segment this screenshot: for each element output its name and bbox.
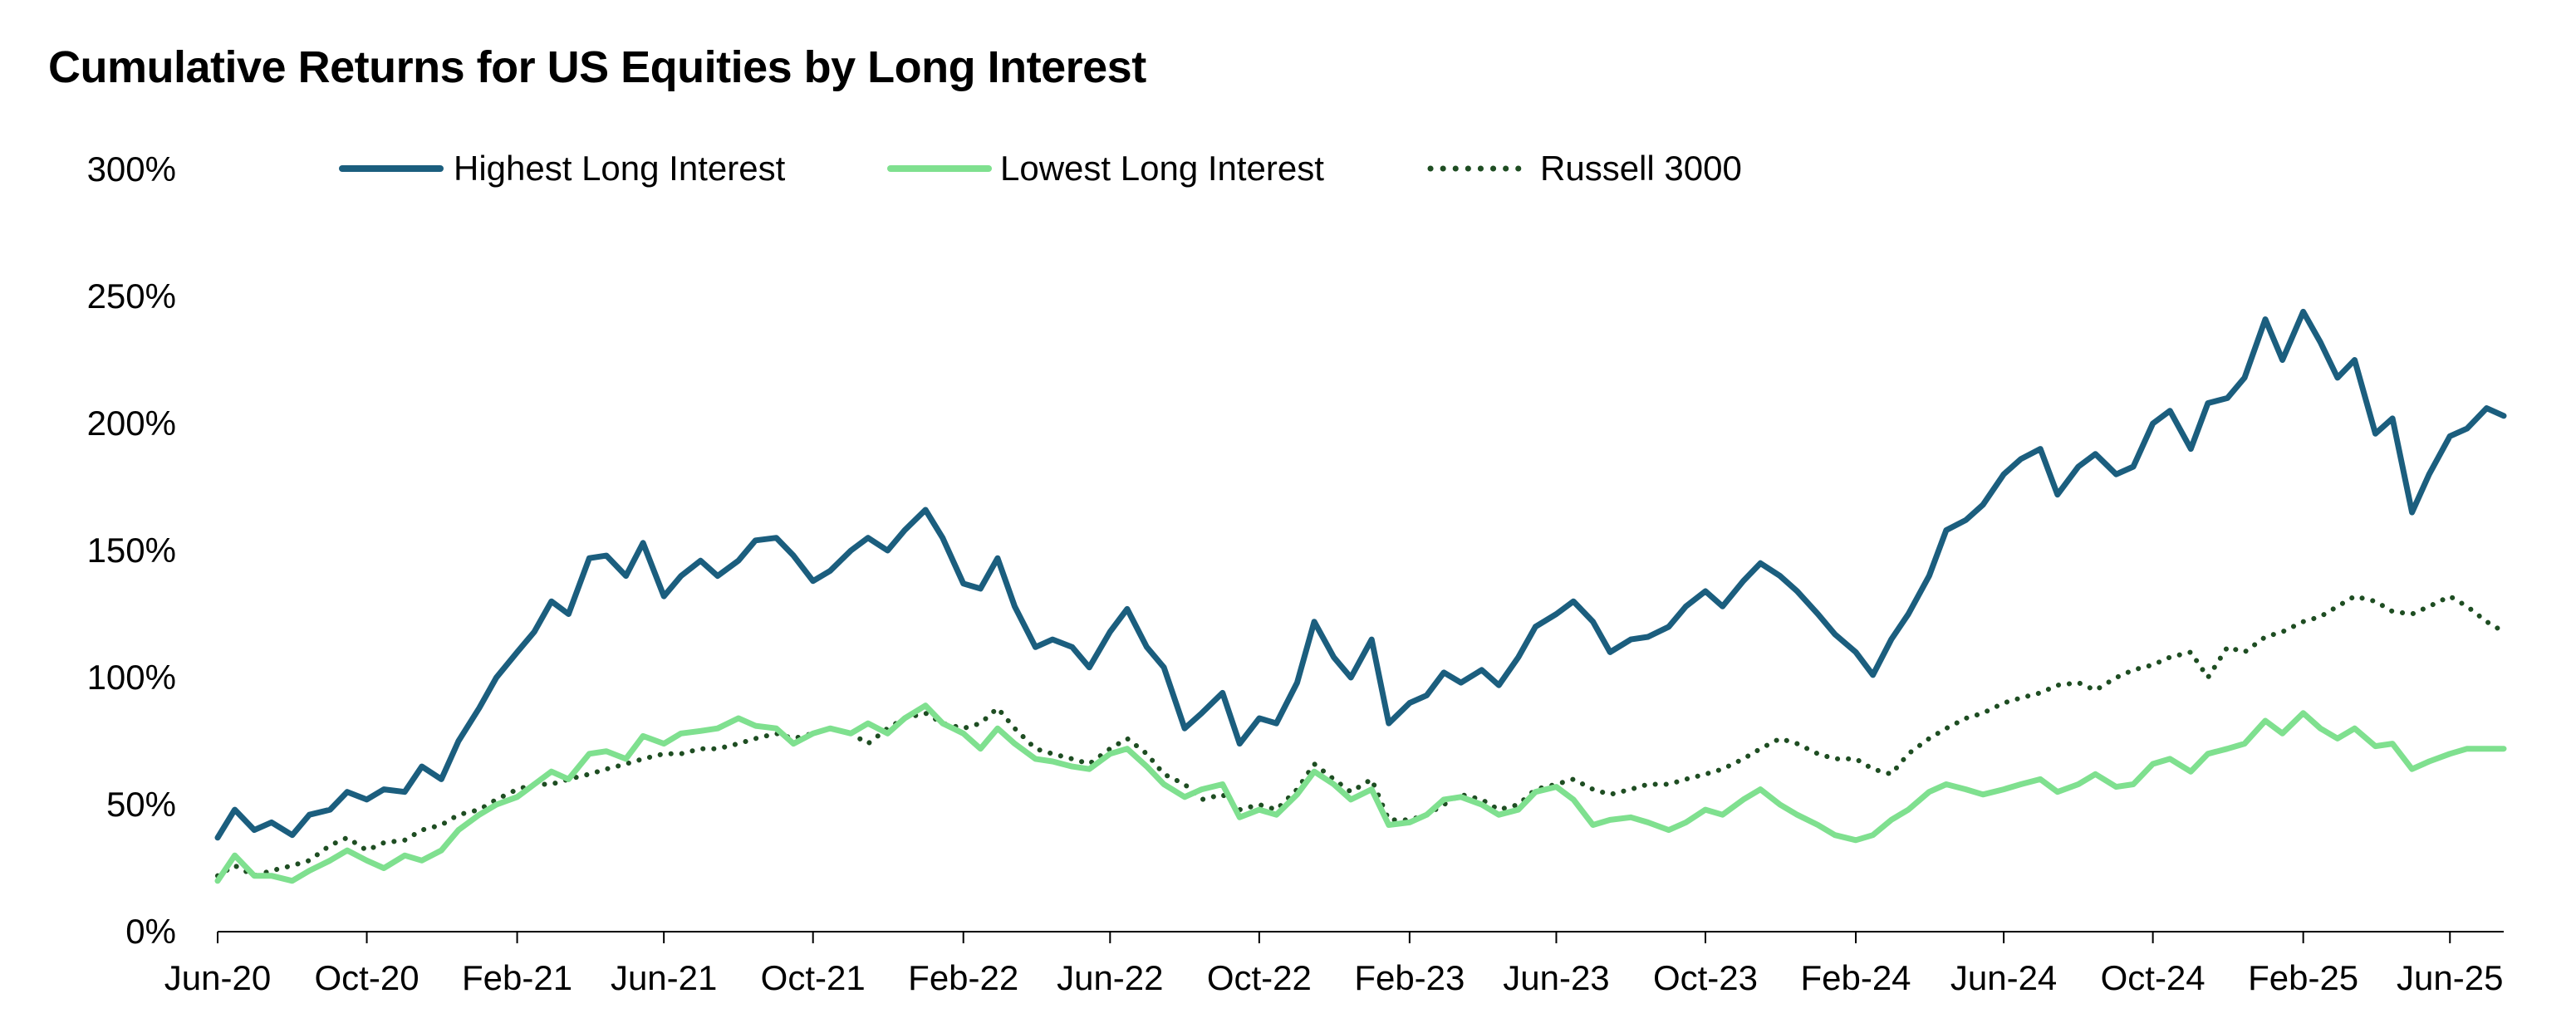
x-tick-label: Feb-24 — [1800, 958, 1911, 997]
x-tick-label: Feb-22 — [908, 958, 1018, 997]
chart-title: Cumulative Returns for US Equities by Lo… — [48, 42, 1146, 92]
x-tick-label: Oct-22 — [1207, 958, 1312, 997]
series-line-highest-long-interest — [214, 308, 2507, 841]
x-tick-label: Feb-25 — [2248, 958, 2358, 997]
y-tick-label: 250% — [87, 277, 176, 316]
x-tick-label: Oct-21 — [761, 958, 866, 997]
x-tick-label: Jun-22 — [1057, 958, 1163, 997]
x-tick-label: Jun-24 — [1950, 958, 2057, 997]
x-tick-label: Feb-23 — [1354, 958, 1465, 997]
x-tick-label: Oct-20 — [315, 958, 420, 997]
x-tick-label: Oct-24 — [2101, 958, 2206, 997]
legend-label: Lowest Long Interest — [1000, 149, 1324, 188]
x-tick-label: Jun-23 — [1503, 958, 1609, 997]
y-tick-label: 150% — [87, 531, 176, 570]
x-tick-label: Jun-20 — [164, 958, 271, 997]
series-line-lowest-long-interest — [214, 702, 2507, 884]
plot-area — [214, 308, 2507, 884]
x-tick-label: Jun-21 — [611, 958, 717, 997]
y-tick-label: 100% — [87, 658, 176, 697]
x-tick-label: Oct-23 — [1653, 958, 1758, 997]
legend: Highest Long Interest Lowest Long Interes… — [339, 149, 1742, 188]
x-axis: Jun-20 Oct-20 Feb-21 Jun-21 Oct-21 Feb-22 Jun-… — [164, 931, 2504, 997]
legend-item: Russell 3000 — [1427, 149, 1742, 188]
legend-label: Highest Long Interest — [454, 149, 786, 188]
x-tick-label: Feb-21 — [462, 958, 572, 997]
x-tick-label: Jun-25 — [2397, 958, 2503, 997]
legend-item: Highest Long Interest — [339, 149, 786, 188]
legend-label: Russell 3000 — [1540, 149, 1742, 188]
y-tick-label: 0% — [125, 912, 176, 951]
legend-item: Lowest Long Interest — [887, 149, 1324, 188]
series-line-russell-3000 — [215, 594, 2506, 879]
y-tick-label: 200% — [87, 404, 176, 443]
y-tick-label: 300% — [87, 149, 176, 188]
y-tick-label: 50% — [106, 785, 176, 824]
y-axis: 0% 50% 100% 150% 200% 250% 300% — [87, 149, 176, 951]
